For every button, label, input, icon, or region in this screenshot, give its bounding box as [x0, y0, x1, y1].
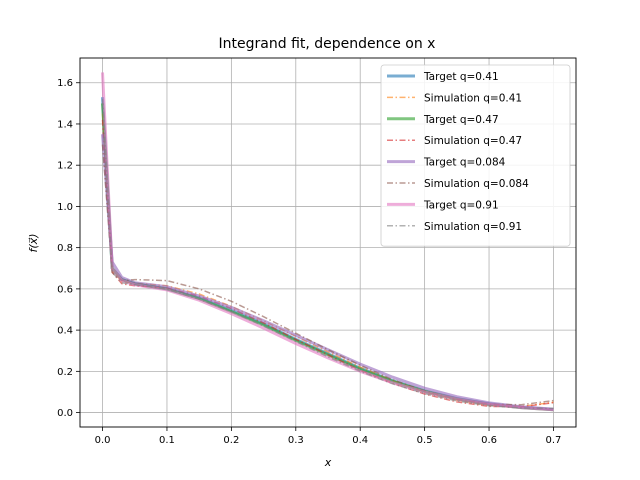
legend-label: Simulation q=0.47	[424, 135, 522, 147]
x-tick-label: 0.0	[95, 435, 111, 446]
y-tick-label: 0.8	[57, 243, 73, 254]
x-axis-label: x	[324, 456, 332, 469]
legend: Target q=0.41 Simulation q=0.41 Target q=0…	[380, 64, 571, 247]
series-line-4	[101, 119, 554, 408]
y-tick-label: 0.4	[57, 326, 73, 337]
legend-box	[380, 64, 571, 247]
legend-label: Simulation q=0.41	[424, 92, 522, 104]
legend-label: Simulation q=0.91	[424, 221, 522, 233]
y-tick-label: 1.4	[57, 119, 73, 130]
series-line-6	[101, 144, 554, 406]
x-tick-label: 0.1	[159, 435, 175, 446]
y-tick-label: 1.6	[57, 78, 73, 89]
series-lines	[101, 72, 554, 412]
x-tick-label: 0.3	[288, 435, 304, 446]
legend-label: Target q=0.41	[423, 71, 499, 83]
y-tick-label: 0.6	[57, 284, 73, 295]
plot-frame	[79, 57, 577, 428]
y-axis-label: f(x⃗)	[27, 234, 40, 253]
chart-title: Integrand fit, dependence on x	[219, 36, 436, 52]
x-tick-label: 0.7	[546, 435, 562, 446]
legend-label: Target q=0.91	[423, 199, 499, 211]
legend-label: Simulation q=0.084	[424, 178, 529, 190]
x-tick-label: 0.5	[417, 435, 433, 446]
legend-label: Target q=0.084	[423, 157, 506, 169]
x-tick-label: 0.2	[223, 435, 239, 446]
series-line-8	[101, 99, 554, 410]
y-tick-label: 1.2	[57, 161, 73, 172]
y-tick-label: 1.0	[57, 202, 73, 213]
y-tick-label: 0.0	[57, 408, 73, 419]
series-line-5	[101, 134, 554, 411]
y-tick-label: 0.2	[57, 367, 73, 378]
legend-label: Target q=0.47	[423, 114, 499, 126]
x-tick-label: 0.6	[481, 435, 497, 446]
x-tick-label: 0.4	[352, 435, 368, 446]
axis-ticks: 0.0 0.1 0.2 0.3 0.4 0.5 0.6 0.7 0.0 0.2 0.4 0.6 0.8 1…	[57, 78, 561, 446]
